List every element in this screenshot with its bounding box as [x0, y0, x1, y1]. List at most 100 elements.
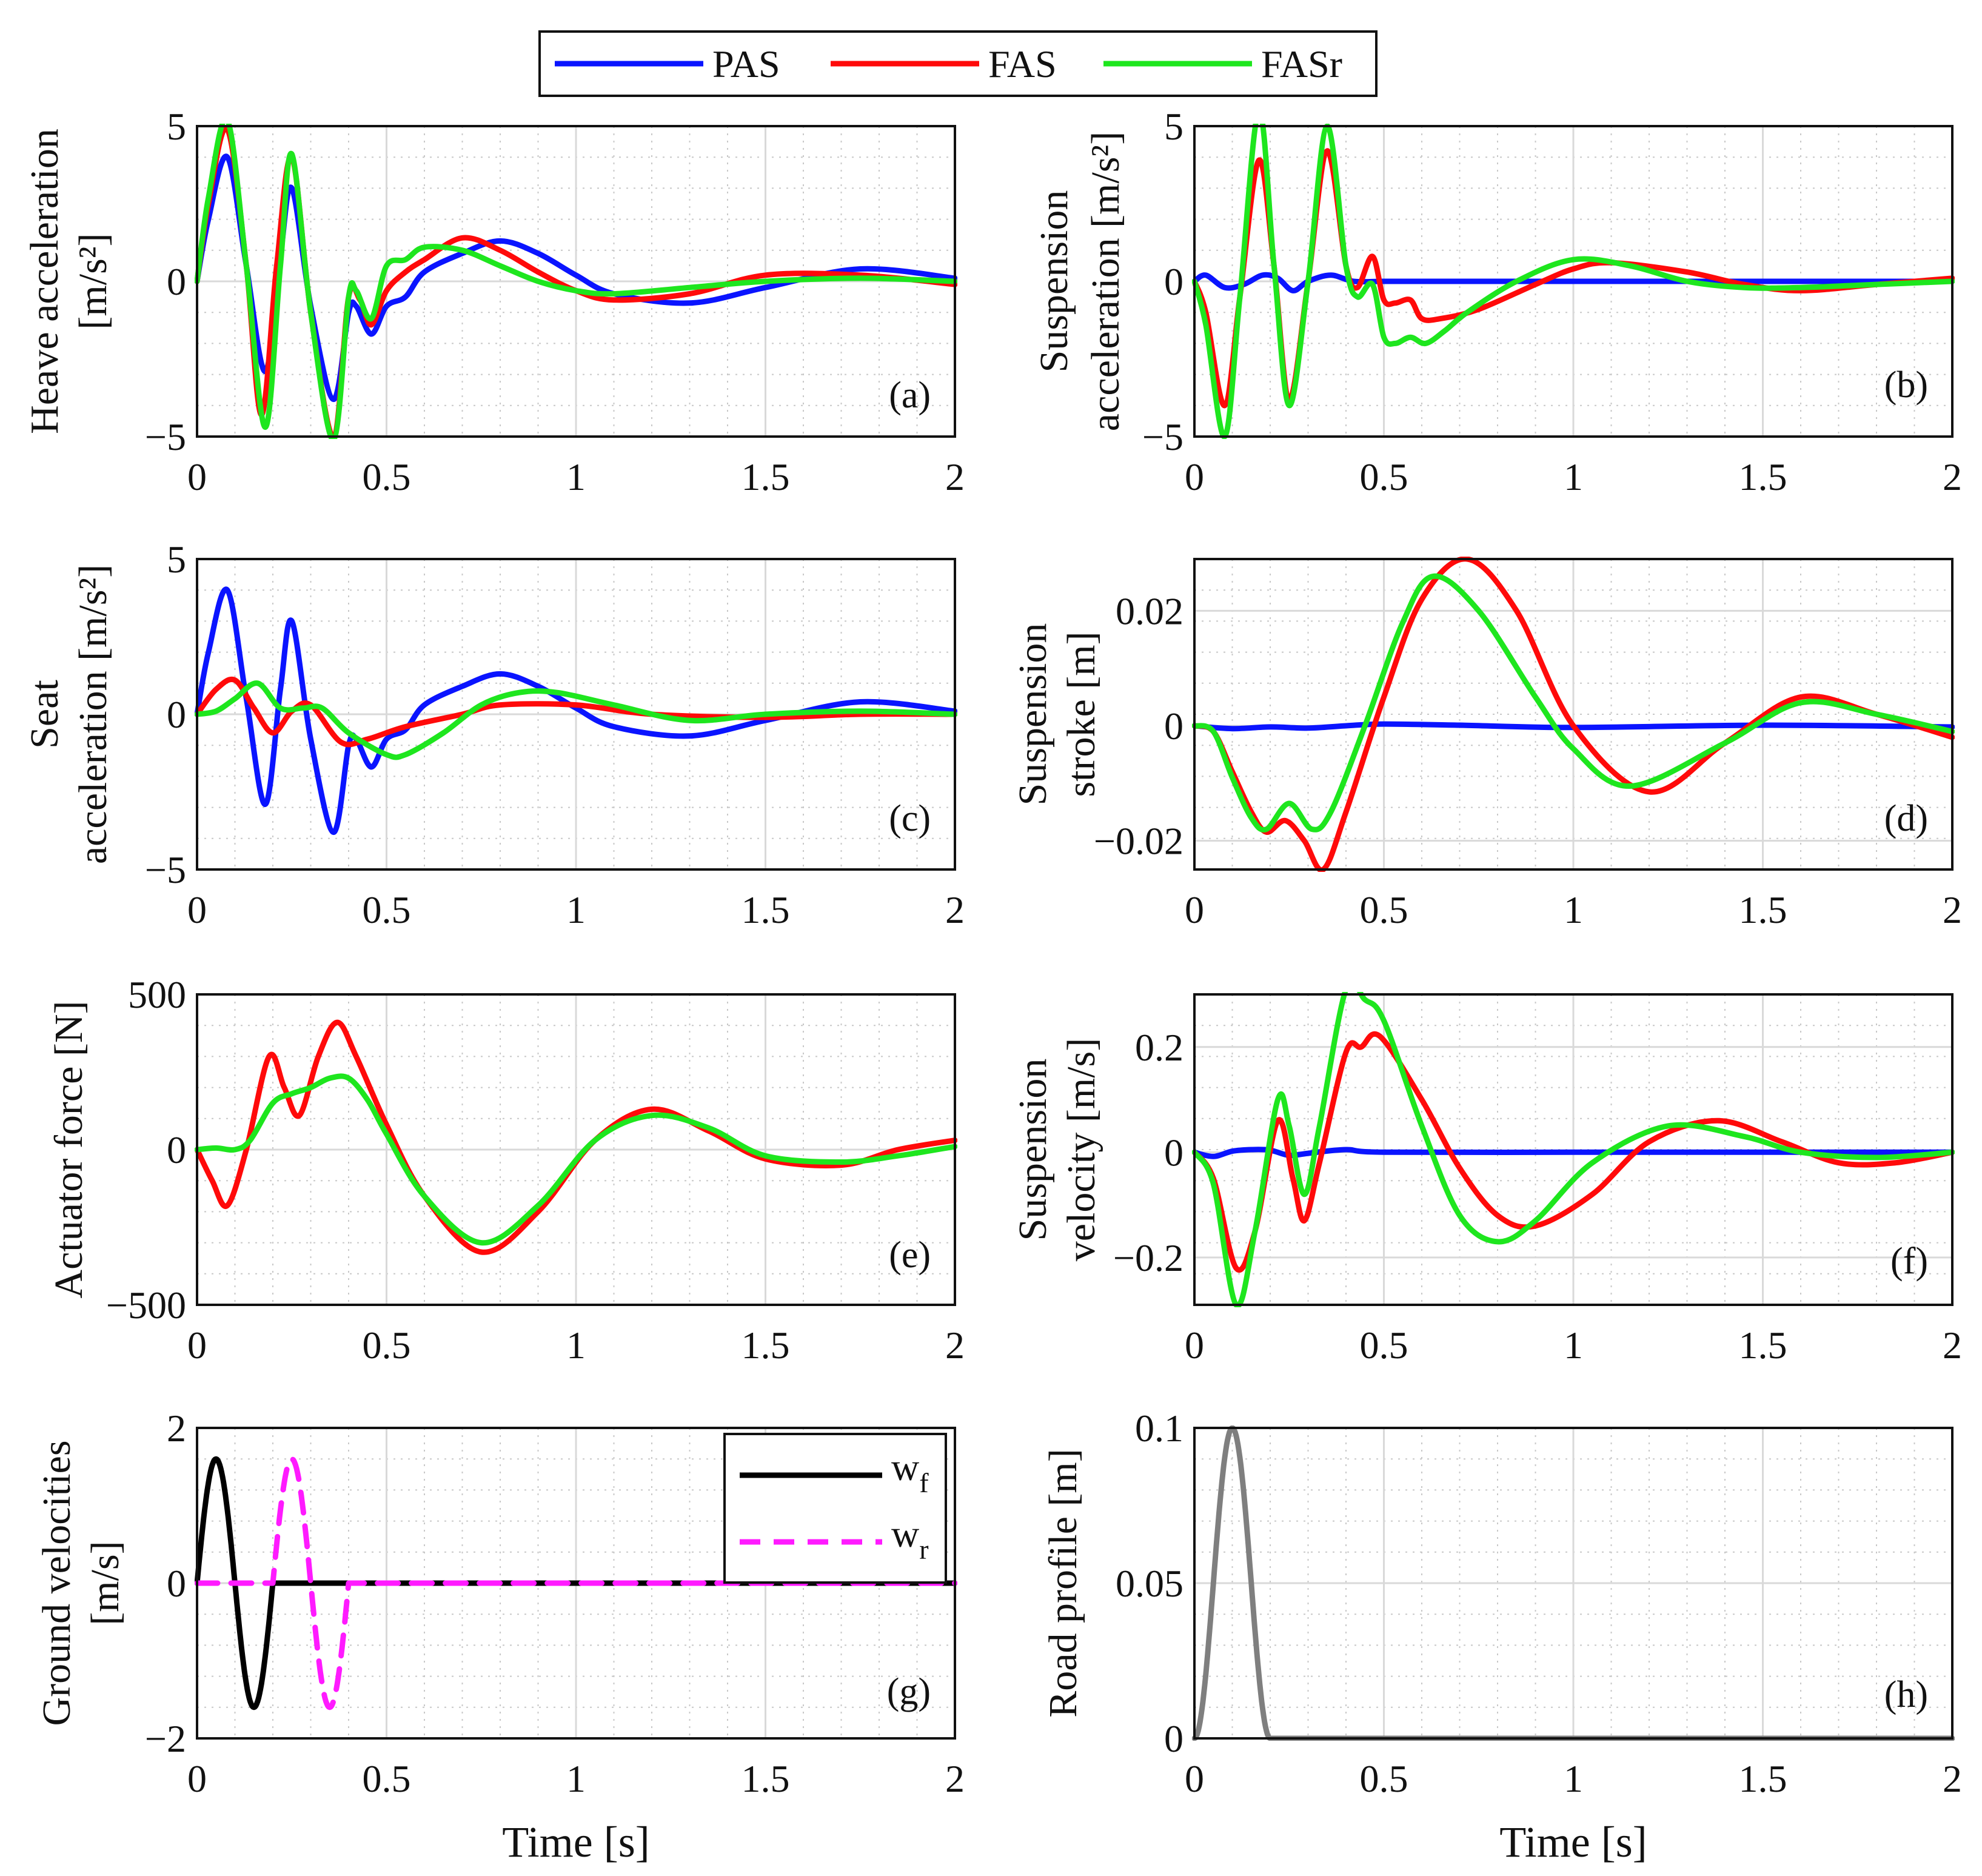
y-tick-label: 5 — [1164, 105, 1184, 148]
x-tick-label: 1 — [1564, 455, 1583, 498]
x-tick-label: 0.5 — [363, 1757, 411, 1800]
y-tick-label: 0 — [1164, 1717, 1184, 1760]
major-grid — [196, 125, 956, 438]
x-tick-label: 1.5 — [1739, 1757, 1787, 1800]
legend-label-fas: FAS — [988, 42, 1057, 85]
series-group — [1192, 124, 1955, 439]
panel-label: (b) — [1884, 364, 1928, 406]
series-line-pas — [195, 586, 957, 836]
x-tick-label: 0.5 — [1360, 1757, 1408, 1800]
inner-legend-box — [723, 1433, 947, 1584]
series-legend: PAS FAS FASr — [538, 30, 1378, 97]
major-grid — [1193, 1427, 1954, 1740]
x-tick-label: 1 — [566, 1324, 586, 1367]
y-axis-label: stroke [m] — [1059, 631, 1103, 797]
x-tick-label: 0 — [1185, 455, 1204, 498]
y-tick-label: 0.05 — [1116, 1562, 1184, 1605]
y-tick-label: 500 — [128, 973, 186, 1016]
x-tick-label: 0 — [1185, 888, 1204, 931]
x-tick-label: 0 — [187, 888, 207, 931]
series-group — [1192, 992, 1955, 1307]
y-axis-label: Suspension — [1032, 190, 1076, 373]
y-tick-label: 0 — [167, 693, 186, 736]
x-tick-label: 0 — [1185, 1324, 1204, 1367]
legend-label-pas: PAS — [712, 42, 780, 85]
x-tick-label: 1.5 — [1739, 455, 1787, 498]
x-tick-label: 1 — [566, 455, 586, 498]
y-axis-label: Seat — [22, 680, 67, 749]
y-tick-label: −5 — [145, 415, 186, 458]
y-axis-label: [m/s] — [83, 1541, 127, 1625]
series-line-fasr — [1192, 124, 1955, 439]
y-axis-label: Road profile [m] — [1041, 1449, 1085, 1718]
y-axis-label: Heave acceleration — [22, 129, 67, 434]
panel-label: (a) — [889, 375, 931, 416]
x-tick-label: 1 — [566, 1757, 586, 1800]
panel-label: (d) — [1884, 798, 1928, 839]
panel-f: 0 0.5 1 1.5 2 −0.2 0 0.2 Suspension velocity [m/s… — [1011, 992, 1962, 1367]
axes-box — [196, 993, 956, 1306]
x-tick-label: 0 — [187, 1757, 207, 1800]
panel-label: (e) — [889, 1234, 931, 1276]
y-axis-label: [m/s²] — [71, 233, 115, 329]
series-group — [195, 1019, 957, 1255]
panel-label: (c) — [889, 798, 931, 839]
x-tick-label: 2 — [945, 1324, 965, 1367]
y-tick-label: 0 — [1164, 1131, 1184, 1174]
axes-box — [1193, 993, 1954, 1306]
y-axis-label: Actuator force [N] — [47, 1000, 91, 1298]
series-group — [195, 586, 957, 836]
x-tick-label: 0 — [187, 455, 207, 498]
major-grid — [196, 993, 956, 1306]
x-tick-label: 0.5 — [1360, 1324, 1408, 1367]
x-tick-label: 1 — [1564, 1324, 1583, 1367]
y-tick-label: −0.02 — [1094, 820, 1184, 863]
y-axis-label: Ground velocities — [35, 1440, 79, 1726]
legend-label-fasr: FASr — [1261, 42, 1342, 85]
series-line-fasr — [195, 1073, 957, 1246]
x-tick-label: 1.5 — [742, 455, 790, 498]
x-tick-label: 1.5 — [742, 1757, 790, 1800]
x-tick-label: 1.5 — [742, 888, 790, 931]
series-line-fasr — [195, 124, 957, 439]
x-tick-label: 1.5 — [742, 1324, 790, 1367]
series-line-wf — [195, 1456, 957, 1710]
y-axis-label: velocity [m/s] — [1059, 1038, 1103, 1261]
y-tick-label: 0.2 — [1135, 1026, 1184, 1069]
x-tick-label: 0.5 — [1360, 888, 1408, 931]
series-line-pas — [1192, 1147, 1955, 1159]
x-tick-label: 1 — [566, 888, 586, 931]
series-group — [1192, 557, 1955, 872]
x-tick-label: 1.5 — [1739, 1324, 1787, 1367]
panel-label: (h) — [1884, 1674, 1928, 1715]
x-axis-label: Time [s] — [502, 1818, 649, 1866]
y-tick-label: 0.1 — [1135, 1407, 1184, 1450]
y-tick-label: 0 — [167, 1128, 186, 1171]
y-tick-label: 0 — [1164, 705, 1184, 748]
series-line-fasr — [1192, 992, 1955, 1307]
x-tick-label: 2 — [945, 455, 965, 498]
panel-label: (f) — [1890, 1241, 1928, 1282]
y-tick-label: 5 — [167, 105, 186, 148]
y-axis-label: acceleration [m/s²] — [71, 564, 115, 864]
y-tick-label: −5 — [145, 848, 186, 891]
axes-box — [1193, 125, 1954, 438]
x-tick-label: 2 — [1943, 1324, 1962, 1367]
series-line-wr — [195, 1456, 957, 1710]
y-tick-label: 0.02 — [1116, 589, 1184, 632]
x-tick-label: 2 — [1943, 1757, 1962, 1800]
series-line-pas — [1192, 721, 1955, 732]
series-line-fasr — [195, 680, 957, 760]
y-axis-label: Suspension — [1011, 623, 1055, 806]
panel-h: 0 0.5 1 1.5 2 0 0.05 0.1 Road profile [m] Time [s… — [1041, 1407, 1962, 1866]
y-tick-label: −500 — [106, 1284, 186, 1327]
axes-box — [1193, 1427, 1954, 1740]
x-tick-label: 2 — [1943, 888, 1962, 931]
